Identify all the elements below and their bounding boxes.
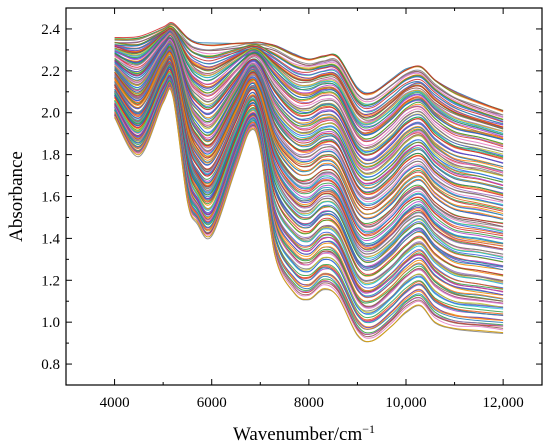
spectrum-line [114,41,504,177]
spectrum-line [114,37,504,160]
spectrum-line [114,47,504,197]
y-tick-label: 0.8 [41,357,60,373]
y-tick-label: 1.2 [41,273,60,289]
spectrum-line [114,47,504,201]
spectrum-line [114,33,504,150]
spectrum-line [114,68,504,276]
spectrum-line [114,29,504,132]
spectrum-line [114,29,504,138]
spectrum-line [114,42,504,183]
spectrum-line [114,72,504,286]
y-tick-label: 1.0 [41,315,60,331]
spectrum-line [114,31,504,145]
spectra-curves [114,22,504,343]
spectrum-line [114,53,504,219]
spectrum-line [114,28,504,118]
x-tick-label: 6000 [197,395,227,411]
spectrum-line [114,44,504,190]
spectrum-line [114,26,504,116]
spectrum-line [114,28,504,130]
x-axis-title-superscript: −1 [362,422,375,436]
spectrum-line [114,29,504,136]
y-tick-label: 1.4 [41,231,60,247]
y-tick-label: 2.2 [41,64,60,80]
x-tick-label: 10,000 [385,395,426,411]
spectrum-line [114,52,504,215]
spectrum-line [114,32,504,146]
axis-ticks: 4000 6000 8000 10,000 12,000 0.8 1.0 1.2 1.4 1.6 1… [41,7,542,411]
x-axis-title: Wavenumber/cm−1 [233,422,375,445]
x-tick-label: 8000 [294,395,324,411]
x-tick-label: 12,000 [483,395,524,411]
y-tick-label: 2.4 [41,22,60,38]
spectrum-line [114,28,504,125]
spectrum-line [114,35,504,158]
y-axis-title: Absorbance [6,151,27,242]
spectrum-line [114,60,504,246]
y-tick-label: 2.0 [41,106,60,122]
spectrum-line [114,27,504,128]
spectrum-line [114,22,504,112]
spectrum-line [114,36,504,157]
spectrum-line [114,23,504,116]
spectrum-line [114,30,504,134]
x-tick-label: 4000 [100,395,130,411]
spectrum-line [114,87,504,343]
spectrum-line [114,57,504,237]
x-axis-title-text: Wavenumber/cm [233,424,363,445]
spectrum-line [114,37,504,164]
y-tick-label: 1.8 [41,148,60,164]
spectrum-line [114,25,504,121]
spectrum-line [114,42,504,181]
spectrum-line [114,31,504,141]
y-tick-label: 1.6 [41,190,60,206]
